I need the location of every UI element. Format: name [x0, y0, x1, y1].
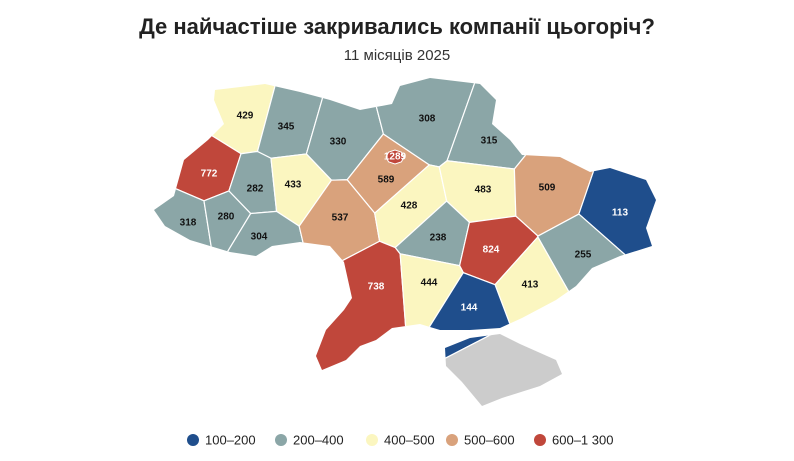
legend-swatch [366, 434, 378, 446]
region-value: 308 [419, 114, 436, 125]
region [446, 78, 604, 170]
region-value: 772 [201, 169, 218, 180]
region-value: 345 [278, 122, 295, 133]
region-value: 113 [612, 208, 629, 219]
legend-swatch [446, 434, 458, 446]
legend-swatch [187, 434, 199, 446]
subtitle: 11 місяців 2025 [344, 47, 450, 64]
region-value: 255 [575, 250, 592, 261]
region-value: 144 [461, 303, 478, 314]
region-value: 304 [251, 232, 268, 243]
legend-label: 600–1 300 [552, 432, 613, 447]
region-value: 280 [218, 212, 235, 223]
legend: 100–200 200–400 400–500 500–600 600–1 300 [187, 432, 613, 447]
region-value: 589 [378, 175, 395, 186]
legend-swatch [534, 434, 546, 446]
region [578, 78, 656, 340]
region-value: 1289 [384, 152, 407, 163]
labels: 429 345 330 1289 589 308 315 772 282 433 318 280 304… [180, 111, 629, 314]
region-value: 483 [475, 185, 492, 196]
region-value: 824 [483, 245, 500, 256]
region-value: 444 [421, 278, 438, 289]
region-value: 428 [401, 201, 418, 212]
region [369, 324, 656, 406]
region-value: 413 [522, 280, 539, 291]
region [183, 210, 312, 406]
region [154, 78, 283, 155]
region-value: 238 [430, 233, 447, 244]
legend-label: 200–400 [293, 432, 344, 447]
legend-label: 500–600 [464, 432, 515, 447]
region-value: 738 [368, 282, 385, 293]
region-value: 318 [180, 218, 197, 229]
region-value: 330 [330, 137, 347, 148]
region-value: 509 [539, 183, 556, 194]
region [244, 240, 409, 406]
region-value: 433 [285, 180, 302, 191]
region-value: 429 [237, 111, 254, 122]
legend-label: 100–200 [205, 432, 256, 447]
region-value: 282 [247, 184, 264, 195]
regions [154, 78, 656, 406]
title: Де найчастіше закривались компанії цього… [139, 14, 655, 39]
region-value: 315 [481, 136, 498, 147]
region [385, 149, 405, 165]
legend-label: 400–500 [384, 432, 435, 447]
region-value: 537 [332, 213, 349, 224]
legend-swatch [275, 434, 287, 446]
